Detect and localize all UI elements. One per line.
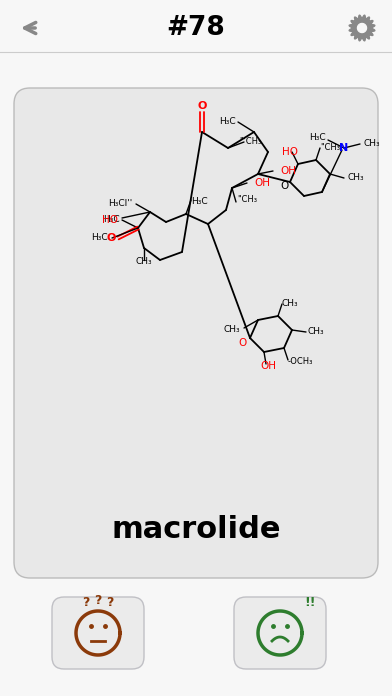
FancyBboxPatch shape — [234, 597, 326, 669]
Text: ''CH₃: ''CH₃ — [237, 196, 257, 205]
Text: HO: HO — [102, 215, 118, 225]
Text: CH₃: CH₃ — [364, 139, 381, 148]
Text: H₃Cl'': H₃Cl'' — [108, 200, 132, 209]
Text: OH: OH — [260, 361, 276, 371]
FancyBboxPatch shape — [52, 597, 144, 669]
Text: H₃C: H₃C — [103, 216, 120, 225]
Text: H₃C: H₃C — [220, 118, 236, 127]
Text: CH₃: CH₃ — [282, 299, 299, 308]
Text: OH: OH — [254, 178, 270, 188]
Text: H₃C: H₃C — [91, 233, 108, 242]
Text: CH₃: CH₃ — [136, 258, 152, 267]
Text: H₃C: H₃C — [309, 134, 326, 143]
Text: CH₃: CH₃ — [348, 173, 365, 182]
Text: #78: #78 — [167, 15, 225, 41]
Text: ?: ? — [106, 596, 114, 610]
Text: ''CH₃: ''CH₃ — [320, 143, 340, 152]
Text: O: O — [197, 101, 207, 111]
Text: H₃C: H₃C — [191, 198, 208, 207]
Text: CH₃: CH₃ — [308, 328, 325, 336]
Text: '''CH₃: '''CH₃ — [239, 138, 261, 146]
Text: ?: ? — [82, 596, 90, 610]
Polygon shape — [349, 15, 375, 41]
Polygon shape — [358, 24, 367, 33]
Text: ?: ? — [94, 594, 102, 608]
Text: HO: HO — [282, 147, 298, 157]
Text: OH: OH — [280, 166, 296, 176]
Text: O: O — [239, 338, 247, 348]
Text: !!: !! — [304, 596, 316, 610]
Text: macrolide: macrolide — [111, 516, 281, 544]
Text: -OCH₃: -OCH₃ — [288, 358, 313, 367]
Text: O: O — [106, 233, 116, 243]
Text: O: O — [281, 181, 289, 191]
Text: N: N — [339, 143, 348, 153]
FancyBboxPatch shape — [14, 88, 378, 578]
Text: CH₃: CH₃ — [223, 326, 240, 335]
